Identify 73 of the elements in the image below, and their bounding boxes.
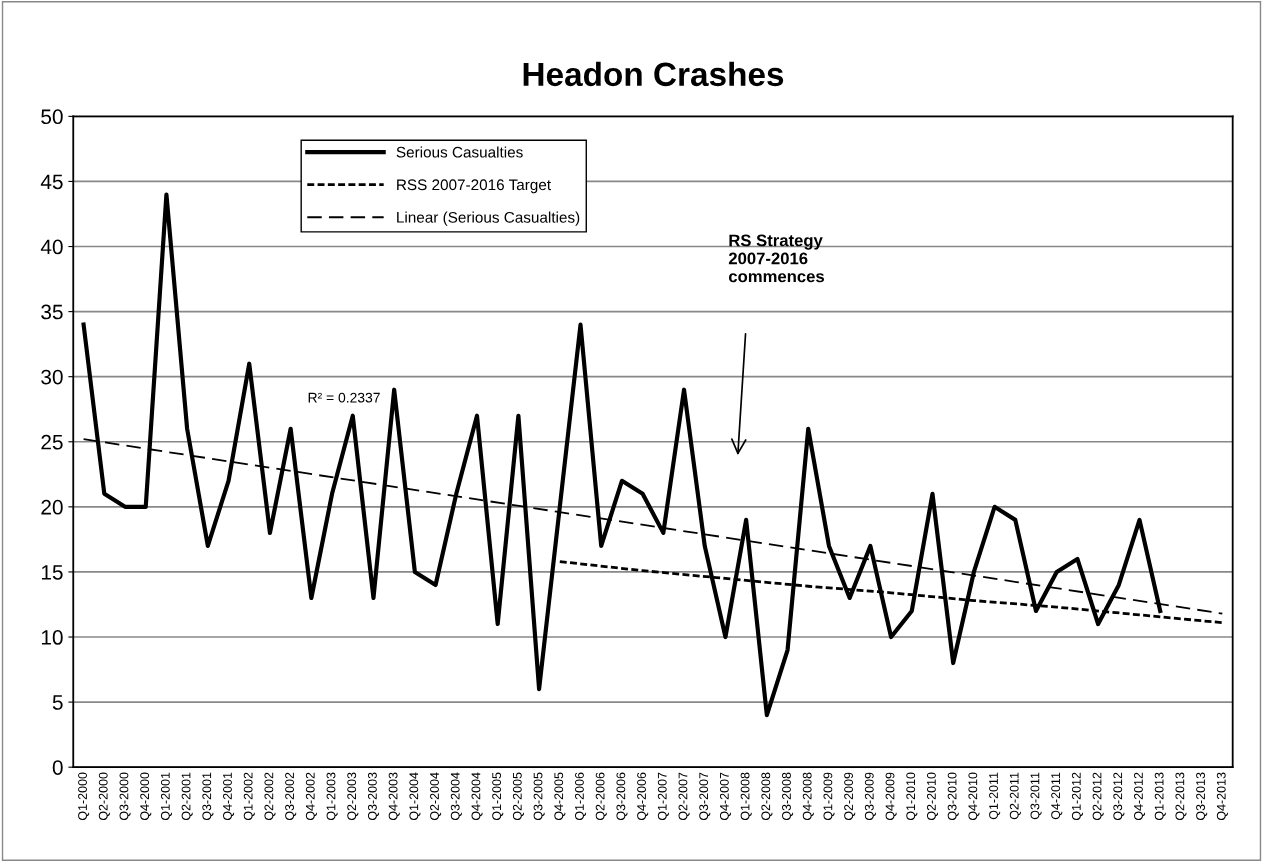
- x-tick-label: Q1-2003: [326, 772, 338, 821]
- x-tick-label: Q3-2013: [1196, 772, 1208, 821]
- x-tick-label: Q2-2004: [430, 772, 442, 821]
- x-tick-label: Q2-2005: [512, 772, 524, 821]
- x-tick-label: Q4-2003: [388, 772, 400, 821]
- y-tick-label: 5: [52, 695, 63, 710]
- x-tick-label: Q4-2010: [968, 772, 980, 821]
- legend-label: Linear (Serious Casualties): [397, 211, 580, 226]
- x-tick-label: Q3-2010: [947, 772, 959, 821]
- x-tick-label: Q4-2005: [554, 772, 566, 821]
- x-tick-label: Q2-2003: [347, 772, 359, 821]
- x-tick-label: Q3-2002: [285, 772, 297, 821]
- x-tick-label: Q4-2013: [1216, 772, 1228, 821]
- x-tick-label: Q4-2000: [140, 772, 152, 821]
- x-tick-label: Q4-2002: [305, 772, 317, 821]
- x-tick-label: Q3-2003: [367, 772, 380, 821]
- x-tick-label: Q4-2006: [637, 772, 649, 821]
- x-tick-label: Q3-2000: [119, 772, 131, 821]
- x-tick-label: Q3-2009: [864, 772, 876, 821]
- y-tick-label: 10: [41, 630, 63, 645]
- x-tick-label: Q1-2010: [906, 772, 918, 821]
- x-tick-label: Q3-2011: [1030, 772, 1042, 820]
- x-tick-label: Q4-2007: [719, 772, 732, 821]
- x-tick-label: Q3-2001: [202, 772, 214, 821]
- x-tick-label: Q2-2009: [844, 772, 856, 821]
- x-tick-label: Q1-2005: [492, 772, 504, 821]
- y-tick-label: 45: [40, 174, 63, 190]
- x-tick-label: Q2-2012: [1092, 772, 1104, 821]
- x-tick-label: Q1-2008: [740, 772, 752, 821]
- x-tick-label: Q2-2008: [761, 772, 773, 821]
- x-tick-label: Q1-2001: [160, 772, 173, 821]
- legend-label: Serious Casualties: [396, 146, 523, 158]
- y-tick-label: 50: [41, 109, 63, 125]
- chart-title: Headon Crashes: [523, 61, 784, 87]
- y-tick-label: 25: [41, 434, 63, 450]
- y-tick-label: 35: [41, 304, 63, 320]
- x-tick-label: Q3-2005: [533, 772, 545, 821]
- x-tick-label: Q1-2009: [823, 772, 835, 821]
- x-tick-label: Q1-2002: [243, 772, 255, 821]
- x-tick-label: Q2-2006: [595, 772, 607, 821]
- x-tick-label: Q2-2013: [1175, 772, 1187, 821]
- x-tick-label: Q1-2000: [78, 772, 90, 821]
- x-tick-label: Q2-2007: [678, 772, 690, 821]
- x-tick-label: Q4-2011: [1051, 772, 1063, 820]
- x-tick-label: Q1-2011: [989, 772, 1001, 820]
- x-tick-label: Q3-2006: [616, 772, 628, 821]
- x-tick-label: Q3-2012: [1113, 772, 1125, 821]
- y-tick-label: 30: [41, 369, 63, 385]
- x-tick-label: Q1-2012: [1071, 772, 1083, 821]
- x-tick-label: Q2-2010: [926, 772, 939, 821]
- x-tick-label: Q4-2001: [223, 772, 235, 821]
- y-tick-label: 40: [40, 239, 63, 255]
- x-tick-label: Q2-2011: [1009, 772, 1021, 820]
- x-tick-label: Q4-2008: [802, 772, 814, 821]
- x-tick-label: Q3-2004: [450, 772, 462, 821]
- y-tick-label: 15: [41, 565, 63, 580]
- x-tick-label: Q1-2013: [1154, 772, 1166, 821]
- x-tick-label: Q4-2004: [471, 772, 483, 821]
- x-tick-label: Q2-2002: [264, 772, 276, 821]
- x-tick-label: Q3-2008: [782, 772, 794, 821]
- x-tick-label: Q3-2007: [699, 772, 711, 821]
- x-tick-label: Q1-2006: [575, 772, 587, 821]
- y-tick-label: 20: [41, 499, 63, 515]
- x-tick-label: Q1-2007: [657, 772, 669, 821]
- x-tick-label: Q4-2009: [885, 772, 897, 821]
- legend-label: RSS 2007-2016 Target: [397, 179, 551, 194]
- y-tick-label: 0: [52, 760, 63, 775]
- x-tick-label: Q1-2004: [409, 772, 421, 821]
- x-tick-label: Q2-2001: [181, 772, 193, 821]
- annotation: RS Strategy 2007-2016 commences: [728, 234, 824, 283]
- x-tick-label: Q2-2000: [98, 772, 110, 821]
- annotation: R² = 0.2337: [308, 392, 380, 403]
- x-tick-label: Q4-2012: [1134, 772, 1146, 821]
